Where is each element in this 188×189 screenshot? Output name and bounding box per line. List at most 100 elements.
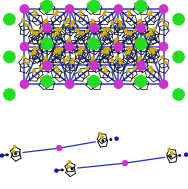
Circle shape (149, 51, 151, 53)
Circle shape (45, 57, 47, 59)
Circle shape (45, 58, 47, 60)
Circle shape (150, 11, 152, 13)
Circle shape (139, 20, 141, 23)
Circle shape (98, 133, 101, 135)
Circle shape (127, 14, 130, 16)
Circle shape (171, 152, 173, 154)
Circle shape (33, 70, 35, 72)
Circle shape (149, 13, 151, 16)
Circle shape (114, 42, 123, 51)
Circle shape (139, 23, 141, 26)
Circle shape (45, 37, 47, 40)
Circle shape (31, 52, 33, 54)
Circle shape (95, 2, 98, 5)
Circle shape (43, 60, 46, 63)
Circle shape (111, 22, 113, 24)
Circle shape (48, 2, 51, 5)
Circle shape (139, 58, 141, 60)
Circle shape (114, 41, 117, 44)
Circle shape (95, 40, 98, 42)
Circle shape (119, 24, 121, 26)
Circle shape (92, 37, 94, 40)
Circle shape (56, 11, 58, 13)
Circle shape (57, 146, 62, 150)
Circle shape (12, 150, 15, 153)
Circle shape (170, 156, 171, 157)
Circle shape (161, 56, 164, 59)
Circle shape (116, 56, 118, 59)
Circle shape (65, 5, 74, 13)
Circle shape (40, 78, 43, 81)
Circle shape (55, 29, 58, 31)
Circle shape (134, 40, 137, 43)
Circle shape (43, 61, 51, 70)
Circle shape (48, 43, 50, 45)
Circle shape (134, 78, 137, 81)
Circle shape (124, 29, 127, 31)
Circle shape (142, 77, 145, 80)
Circle shape (64, 22, 66, 24)
Circle shape (58, 51, 61, 54)
Circle shape (4, 89, 15, 100)
Circle shape (159, 5, 168, 13)
Circle shape (185, 153, 188, 156)
Circle shape (88, 38, 100, 49)
Circle shape (152, 51, 155, 54)
Circle shape (68, 38, 71, 41)
Circle shape (104, 33, 107, 35)
Circle shape (25, 24, 27, 26)
Circle shape (133, 29, 136, 32)
Circle shape (45, 61, 47, 64)
Circle shape (92, 20, 94, 23)
Circle shape (40, 3, 43, 5)
Circle shape (70, 24, 73, 26)
Circle shape (39, 67, 42, 70)
Circle shape (127, 70, 129, 72)
Circle shape (88, 76, 100, 87)
Circle shape (67, 41, 70, 44)
Circle shape (43, 24, 51, 32)
Circle shape (92, 57, 94, 60)
Circle shape (79, 10, 82, 12)
Circle shape (153, 48, 156, 50)
Circle shape (61, 169, 63, 171)
Circle shape (95, 77, 98, 80)
Circle shape (164, 61, 167, 64)
Circle shape (87, 3, 90, 5)
Circle shape (14, 146, 16, 148)
Circle shape (79, 52, 82, 54)
Circle shape (149, 29, 152, 31)
Circle shape (81, 33, 83, 35)
Circle shape (70, 61, 73, 64)
Circle shape (79, 48, 82, 50)
Circle shape (67, 166, 69, 168)
Circle shape (55, 13, 57, 16)
Circle shape (33, 32, 35, 34)
Circle shape (87, 40, 90, 43)
Circle shape (64, 59, 66, 62)
Circle shape (59, 48, 62, 50)
Circle shape (72, 21, 74, 23)
Circle shape (139, 37, 141, 40)
Circle shape (41, 1, 53, 12)
Circle shape (149, 66, 152, 69)
Circle shape (159, 42, 168, 51)
Circle shape (43, 22, 46, 25)
Circle shape (123, 161, 127, 166)
Circle shape (45, 19, 47, 22)
Circle shape (55, 66, 58, 69)
Circle shape (133, 67, 136, 70)
Circle shape (55, 169, 58, 172)
Circle shape (71, 168, 73, 170)
Circle shape (161, 19, 164, 21)
Circle shape (135, 1, 147, 12)
Circle shape (107, 28, 110, 31)
Circle shape (25, 61, 27, 64)
Circle shape (41, 38, 53, 49)
Circle shape (173, 89, 184, 100)
Circle shape (139, 61, 141, 64)
Circle shape (82, 47, 85, 49)
Circle shape (56, 48, 58, 51)
Circle shape (139, 19, 141, 22)
Circle shape (107, 48, 109, 50)
